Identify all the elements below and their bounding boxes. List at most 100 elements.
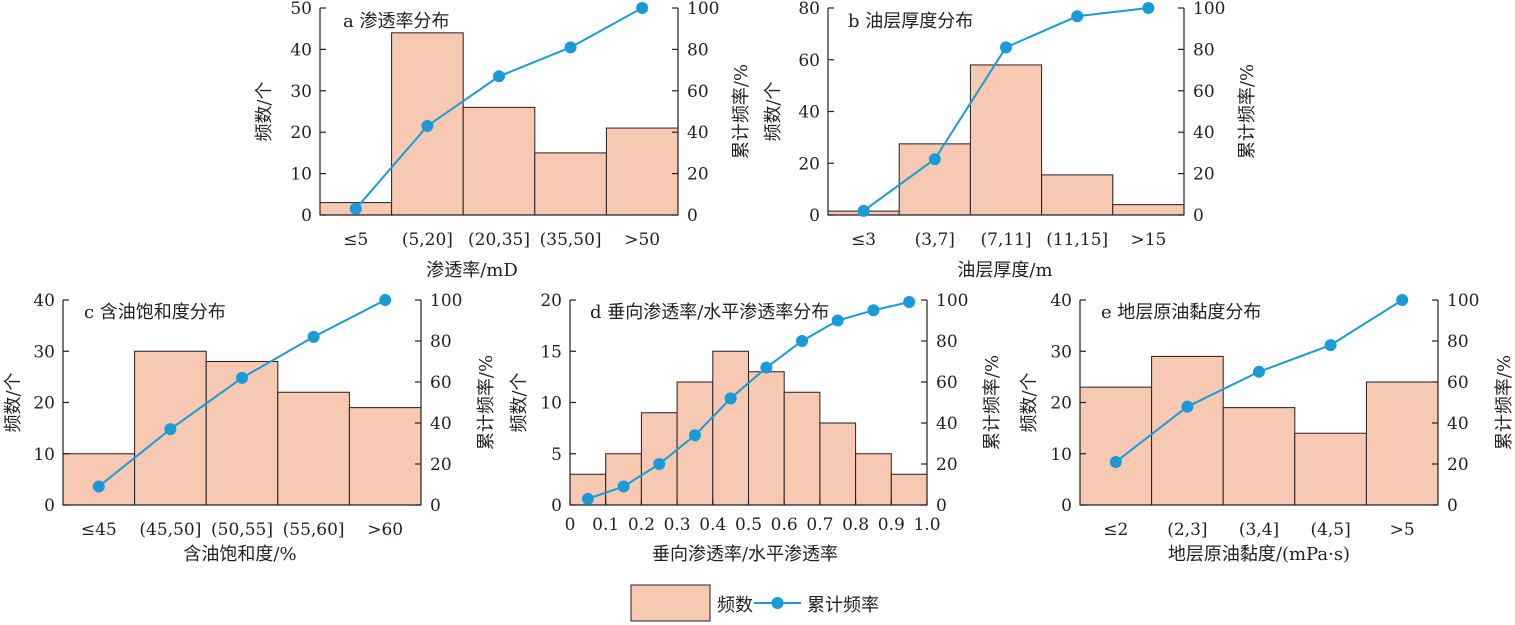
y2-tick-label: 80 xyxy=(687,40,709,60)
x-tick-label: 0.8 xyxy=(842,515,869,535)
y-tick-label: 0 xyxy=(809,206,820,226)
y-tick-label: 20 xyxy=(33,394,55,414)
cumulative-point xyxy=(760,361,773,374)
bar xyxy=(676,381,714,506)
cumulative-point xyxy=(421,119,434,132)
y2-axis-label: 累计频率/% xyxy=(982,355,1003,450)
bar xyxy=(1151,355,1224,506)
y-tick-label: 15 xyxy=(540,342,562,362)
cumulative-point xyxy=(1109,455,1122,468)
y-tick-label: 50 xyxy=(290,0,312,19)
legend: 频数 累计频率 xyxy=(630,584,879,622)
cumulative-point xyxy=(581,492,594,505)
y2-tick-label: 0 xyxy=(1193,206,1204,226)
x-tick-label: (2,3] xyxy=(1167,520,1207,540)
panel-title: b 油层厚度分布 xyxy=(848,11,973,32)
x-tick-label: 0.7 xyxy=(806,515,833,535)
cumulative-point xyxy=(928,153,941,166)
y2-tick-label: 80 xyxy=(936,332,958,352)
x-tick-label: (35,50] xyxy=(540,230,602,250)
chart-panel-d: 0 5 10 15 20 0 20 40 60 80 100 0 0.1 0.2 0.3 0.4 0.5 0.6 0… xyxy=(509,291,1003,565)
y2-tick-label: 100 xyxy=(936,291,968,311)
bar xyxy=(748,371,785,506)
bar xyxy=(534,152,607,216)
bar xyxy=(462,106,536,216)
x-tick-label: >5 xyxy=(1390,520,1415,540)
y2-tick-label: 40 xyxy=(687,123,709,143)
y2-tick-label: 0 xyxy=(1447,496,1458,516)
bar xyxy=(277,391,350,506)
cumulative-point xyxy=(636,2,649,14)
bar xyxy=(1041,174,1114,216)
legend-bar-label: 频数 xyxy=(717,595,753,616)
x-axis-label: 地层原油黏度/(mPa·s) xyxy=(1168,544,1350,565)
x-tick-label: (20,35] xyxy=(468,230,530,250)
y-tick-label: 0 xyxy=(551,496,562,516)
y2-tick-label: 60 xyxy=(687,82,709,102)
bar xyxy=(1294,432,1367,506)
cumulative-point xyxy=(236,371,248,384)
x-tick-label: >60 xyxy=(367,520,403,540)
x-tick-label: ≤5 xyxy=(343,230,368,250)
y2-tick-label: 100 xyxy=(430,291,462,311)
x-axis-label: 含油饱和度/% xyxy=(183,544,296,565)
y-tick-label: 10 xyxy=(290,165,312,185)
chart-panel-b: 0 20 40 60 80 0 20 40 60 80 100 ≤3 (3,7] (7,11] (11,15… xyxy=(763,0,1258,281)
legend-bar-swatch xyxy=(630,584,711,622)
y-tick-label: 20 xyxy=(540,291,562,311)
y2-tick-label: 40 xyxy=(936,414,958,434)
chart-panel-e: 0 10 20 30 40 0 20 40 60 80 100 ≤2 (2,3] (3,4] (4,5] >5… xyxy=(1019,291,1515,565)
y-axis-label: 频数/个 xyxy=(1019,372,1040,432)
bar xyxy=(819,422,857,506)
y2-tick-label: 40 xyxy=(1447,414,1469,434)
y-tick-label: 20 xyxy=(798,154,820,174)
x-tick-label: 0.4 xyxy=(699,515,726,535)
y-axis-label: 频数/个 xyxy=(3,372,24,432)
cumulative-point xyxy=(349,202,362,215)
x-tick-label: (50,55] xyxy=(211,520,273,540)
cumulative-point xyxy=(164,423,177,436)
y2-axis-label: 累计频率/% xyxy=(476,355,497,450)
x-tick-label: (55,60] xyxy=(283,520,345,540)
bar xyxy=(62,453,136,506)
cumulative-point xyxy=(903,296,916,309)
cumulative-point xyxy=(493,70,505,83)
y2-tick-label: 0 xyxy=(430,496,441,516)
bar xyxy=(890,473,928,506)
y-tick-label: 40 xyxy=(798,103,820,123)
y-tick-label: 0 xyxy=(44,496,55,516)
legend-line-marker xyxy=(771,597,784,609)
bar xyxy=(1079,386,1153,506)
y-tick-label: 10 xyxy=(33,445,55,465)
y-tick-label: 60 xyxy=(798,51,820,71)
x-tick-label: ≤2 xyxy=(1103,520,1128,540)
x-tick-label: (3,7] xyxy=(915,230,955,250)
y-tick-label: 40 xyxy=(290,40,312,60)
cumulative-point xyxy=(867,304,880,317)
x-tick-label: ≤45 xyxy=(81,520,117,540)
x-tick-label: (4,5] xyxy=(1310,520,1350,540)
cumulative-point xyxy=(1181,400,1194,413)
x-tick-label: (5,20] xyxy=(402,230,453,250)
y2-tick-label: 80 xyxy=(1447,332,1469,352)
chart-panel-a: 0 10 20 30 40 50 0 20 40 60 80 100 ≤5 (5,20] (20,35] (3… xyxy=(254,0,752,281)
y2-tick-label: 0 xyxy=(687,206,698,226)
cumulative-point xyxy=(1396,294,1409,306)
y-tick-label: 40 xyxy=(1050,291,1072,311)
y-tick-label: 30 xyxy=(1050,342,1072,362)
x-tick-label: 0.6 xyxy=(771,515,798,535)
x-tick-label: 0.2 xyxy=(628,515,655,535)
y2-axis-label: 累计频率/% xyxy=(731,64,752,159)
cumulative-point xyxy=(1253,365,1265,378)
cumulative-point xyxy=(92,480,105,493)
y2-tick-label: 80 xyxy=(1193,40,1215,60)
x-axis-label: 垂向渗透率/水平渗透率 xyxy=(652,544,838,565)
y-axis-label: 频数/个 xyxy=(254,81,275,141)
y2-tick-label: 0 xyxy=(936,496,947,516)
y2-tick-label: 100 xyxy=(1193,0,1225,19)
y2-tick-label: 20 xyxy=(1193,165,1215,185)
cumulative-point xyxy=(796,335,809,347)
bar xyxy=(855,453,892,506)
y-tick-label: 30 xyxy=(290,82,312,102)
